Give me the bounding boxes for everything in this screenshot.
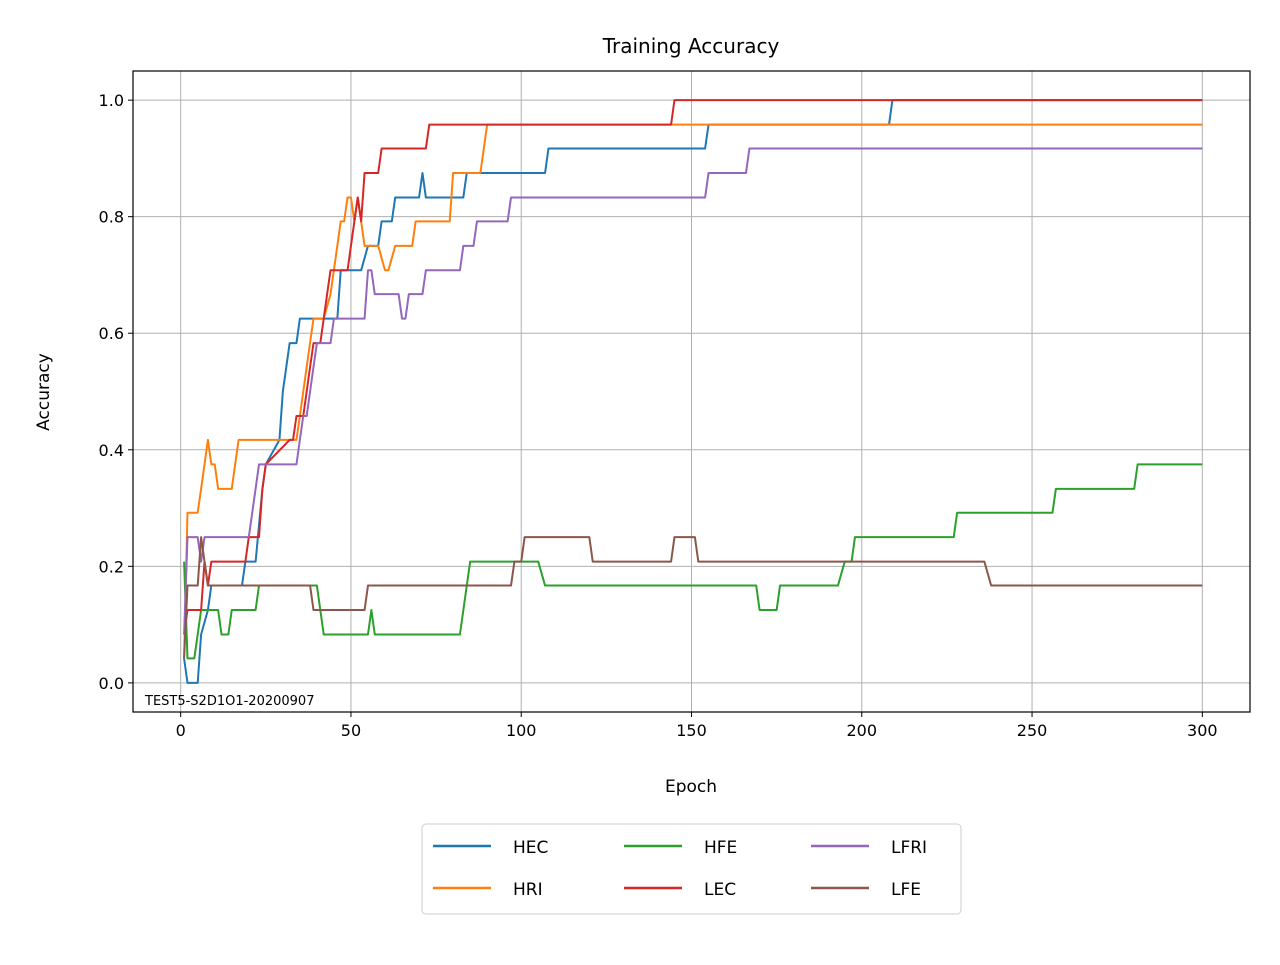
- legend-box: [421, 823, 962, 915]
- legend-label-lec: LEC: [704, 880, 736, 900]
- series-line-lfe: [183, 536, 1203, 659]
- x-axis-title: Epoch: [665, 777, 717, 797]
- series-line-hfe: [183, 463, 1203, 660]
- series-line-lfri: [183, 147, 1203, 635]
- y-tick-label: 0.0: [99, 674, 124, 693]
- legend-label-hri: HRI: [513, 880, 543, 900]
- legend-label-hec: HEC: [513, 838, 548, 858]
- y-tick-label: 0.8: [99, 208, 124, 227]
- x-tick-label: 100: [506, 721, 537, 740]
- x-tick-label: 50: [341, 721, 361, 740]
- x-tick-label: 0: [176, 721, 186, 740]
- x-tick-label: 150: [676, 721, 707, 740]
- legend: HEC HRI HFE LEC LFRI LFE: [421, 823, 962, 915]
- series-line-lec: [183, 99, 1203, 635]
- y-tick-label: 0.4: [99, 441, 124, 460]
- y-axis-title: Accuracy: [34, 353, 54, 431]
- x-tick-label: 250: [1017, 721, 1048, 740]
- axis-ticks: 0 50 100 150 200 250 300 0.0 0.2 0.4 0.6 0.8 1.0: [99, 91, 1218, 740]
- legend-label-lfe: LFE: [891, 880, 921, 900]
- y-tick-label: 1.0: [99, 91, 124, 110]
- series-lines: [183, 99, 1203, 684]
- legend-label-hfe: HFE: [704, 838, 737, 858]
- series-line-hri: [183, 123, 1203, 659]
- x-tick-label: 300: [1187, 721, 1218, 740]
- x-tick-label: 200: [847, 721, 878, 740]
- y-tick-label: 0.2: [99, 557, 124, 576]
- chart-title: Training Accuracy: [602, 34, 780, 58]
- legend-label-lfri: LFRI: [891, 838, 927, 858]
- plot-frame: [132, 70, 1251, 713]
- y-tick-label: 0.6: [99, 324, 124, 343]
- run-id-annotation: TEST5-S2D1O1-20200907: [144, 694, 314, 709]
